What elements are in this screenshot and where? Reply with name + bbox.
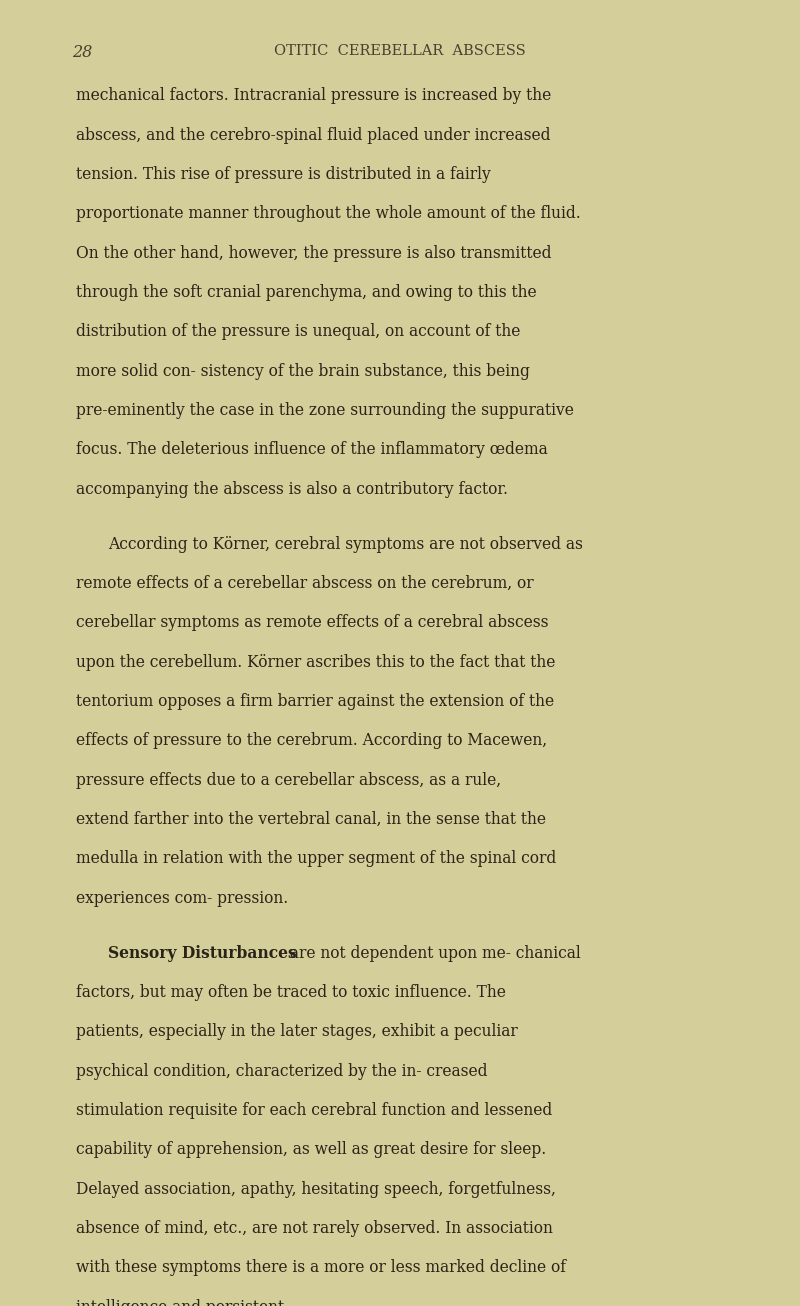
Text: stimulation requisite for each cerebral function and lessened: stimulation requisite for each cerebral … (76, 1102, 552, 1119)
Text: effects of pressure to the cerebrum. According to Macewen,: effects of pressure to the cerebrum. Acc… (76, 733, 547, 750)
Text: OTITIC  CEREBELLAR  ABSCESS: OTITIC CEREBELLAR ABSCESS (274, 43, 526, 57)
Text: psychical condition, characterized by the in- creased: psychical condition, characterized by th… (76, 1063, 487, 1080)
Text: accompanying the abscess is also a contributory factor.: accompanying the abscess is also a contr… (76, 481, 508, 498)
Text: more solid con- sistency of the brain substance, this being: more solid con- sistency of the brain su… (76, 363, 530, 380)
Text: medulla in relation with the upper segment of the spinal cord: medulla in relation with the upper segme… (76, 850, 556, 867)
Text: with these symptoms there is a more or less marked decline of: with these symptoms there is a more or l… (76, 1259, 566, 1276)
Text: capability of apprehension, as well as great desire for sleep.: capability of apprehension, as well as g… (76, 1141, 546, 1158)
Text: experiences com- pression.: experiences com- pression. (76, 889, 288, 906)
Text: through the soft cranial parenchyma, and owing to this the: through the soft cranial parenchyma, and… (76, 283, 537, 302)
Text: 28: 28 (72, 43, 92, 60)
Text: tension. This rise of pressure is distributed in a fairly: tension. This rise of pressure is distri… (76, 166, 490, 183)
Text: mechanical factors. Intracranial pressure is increased by the: mechanical factors. Intracranial pressur… (76, 88, 551, 104)
Text: tentorium opposes a firm barrier against the extension of the: tentorium opposes a firm barrier against… (76, 693, 554, 710)
Text: cerebellar symptoms as remote effects of a cerebral abscess: cerebellar symptoms as remote effects of… (76, 614, 549, 631)
Text: focus. The deleterious influence of the inflammatory œdema: focus. The deleterious influence of the … (76, 441, 548, 458)
Text: extend farther into the vertebral canal, in the sense that the: extend farther into the vertebral canal,… (76, 811, 546, 828)
Text: distribution of the pressure is unequal, on account of the: distribution of the pressure is unequal,… (76, 324, 520, 341)
Text: Sensory Disturbances: Sensory Disturbances (108, 944, 297, 961)
Text: absence of mind, etc., are not rarely observed. In association: absence of mind, etc., are not rarely ob… (76, 1220, 553, 1237)
Text: factors, but may often be traced to toxic influence. The: factors, but may often be traced to toxi… (76, 985, 506, 1002)
Text: upon the cerebellum. Körner ascribes this to the fact that the: upon the cerebellum. Körner ascribes thi… (76, 654, 555, 671)
Text: pre-eminently the case in the zone surrounding the suppurative: pre-eminently the case in the zone surro… (76, 402, 574, 419)
Text: are not dependent upon me- chanical: are not dependent upon me- chanical (285, 944, 581, 961)
Text: pressure effects due to a cerebellar abscess, as a rule,: pressure effects due to a cerebellar abs… (76, 772, 501, 789)
Text: Delayed association, apathy, hesitating speech, forgetfulness,: Delayed association, apathy, hesitating … (76, 1181, 556, 1198)
Text: intelligence and persistent: intelligence and persistent (76, 1298, 284, 1306)
Text: abscess, and the cerebro-spinal fluid placed under increased: abscess, and the cerebro-spinal fluid pl… (76, 127, 550, 144)
Text: proportionate manner throughout the whole amount of the fluid.: proportionate manner throughout the whol… (76, 205, 581, 222)
Text: patients, especially in the later stages, exhibit a peculiar: patients, especially in the later stages… (76, 1024, 518, 1041)
Text: remote effects of a cerebellar abscess on the cerebrum, or: remote effects of a cerebellar abscess o… (76, 575, 534, 592)
Text: On the other hand, however, the pressure is also transmitted: On the other hand, however, the pressure… (76, 244, 551, 261)
Text: According to Körner, cerebral symptoms are not observed as: According to Körner, cerebral symptoms a… (108, 535, 583, 552)
